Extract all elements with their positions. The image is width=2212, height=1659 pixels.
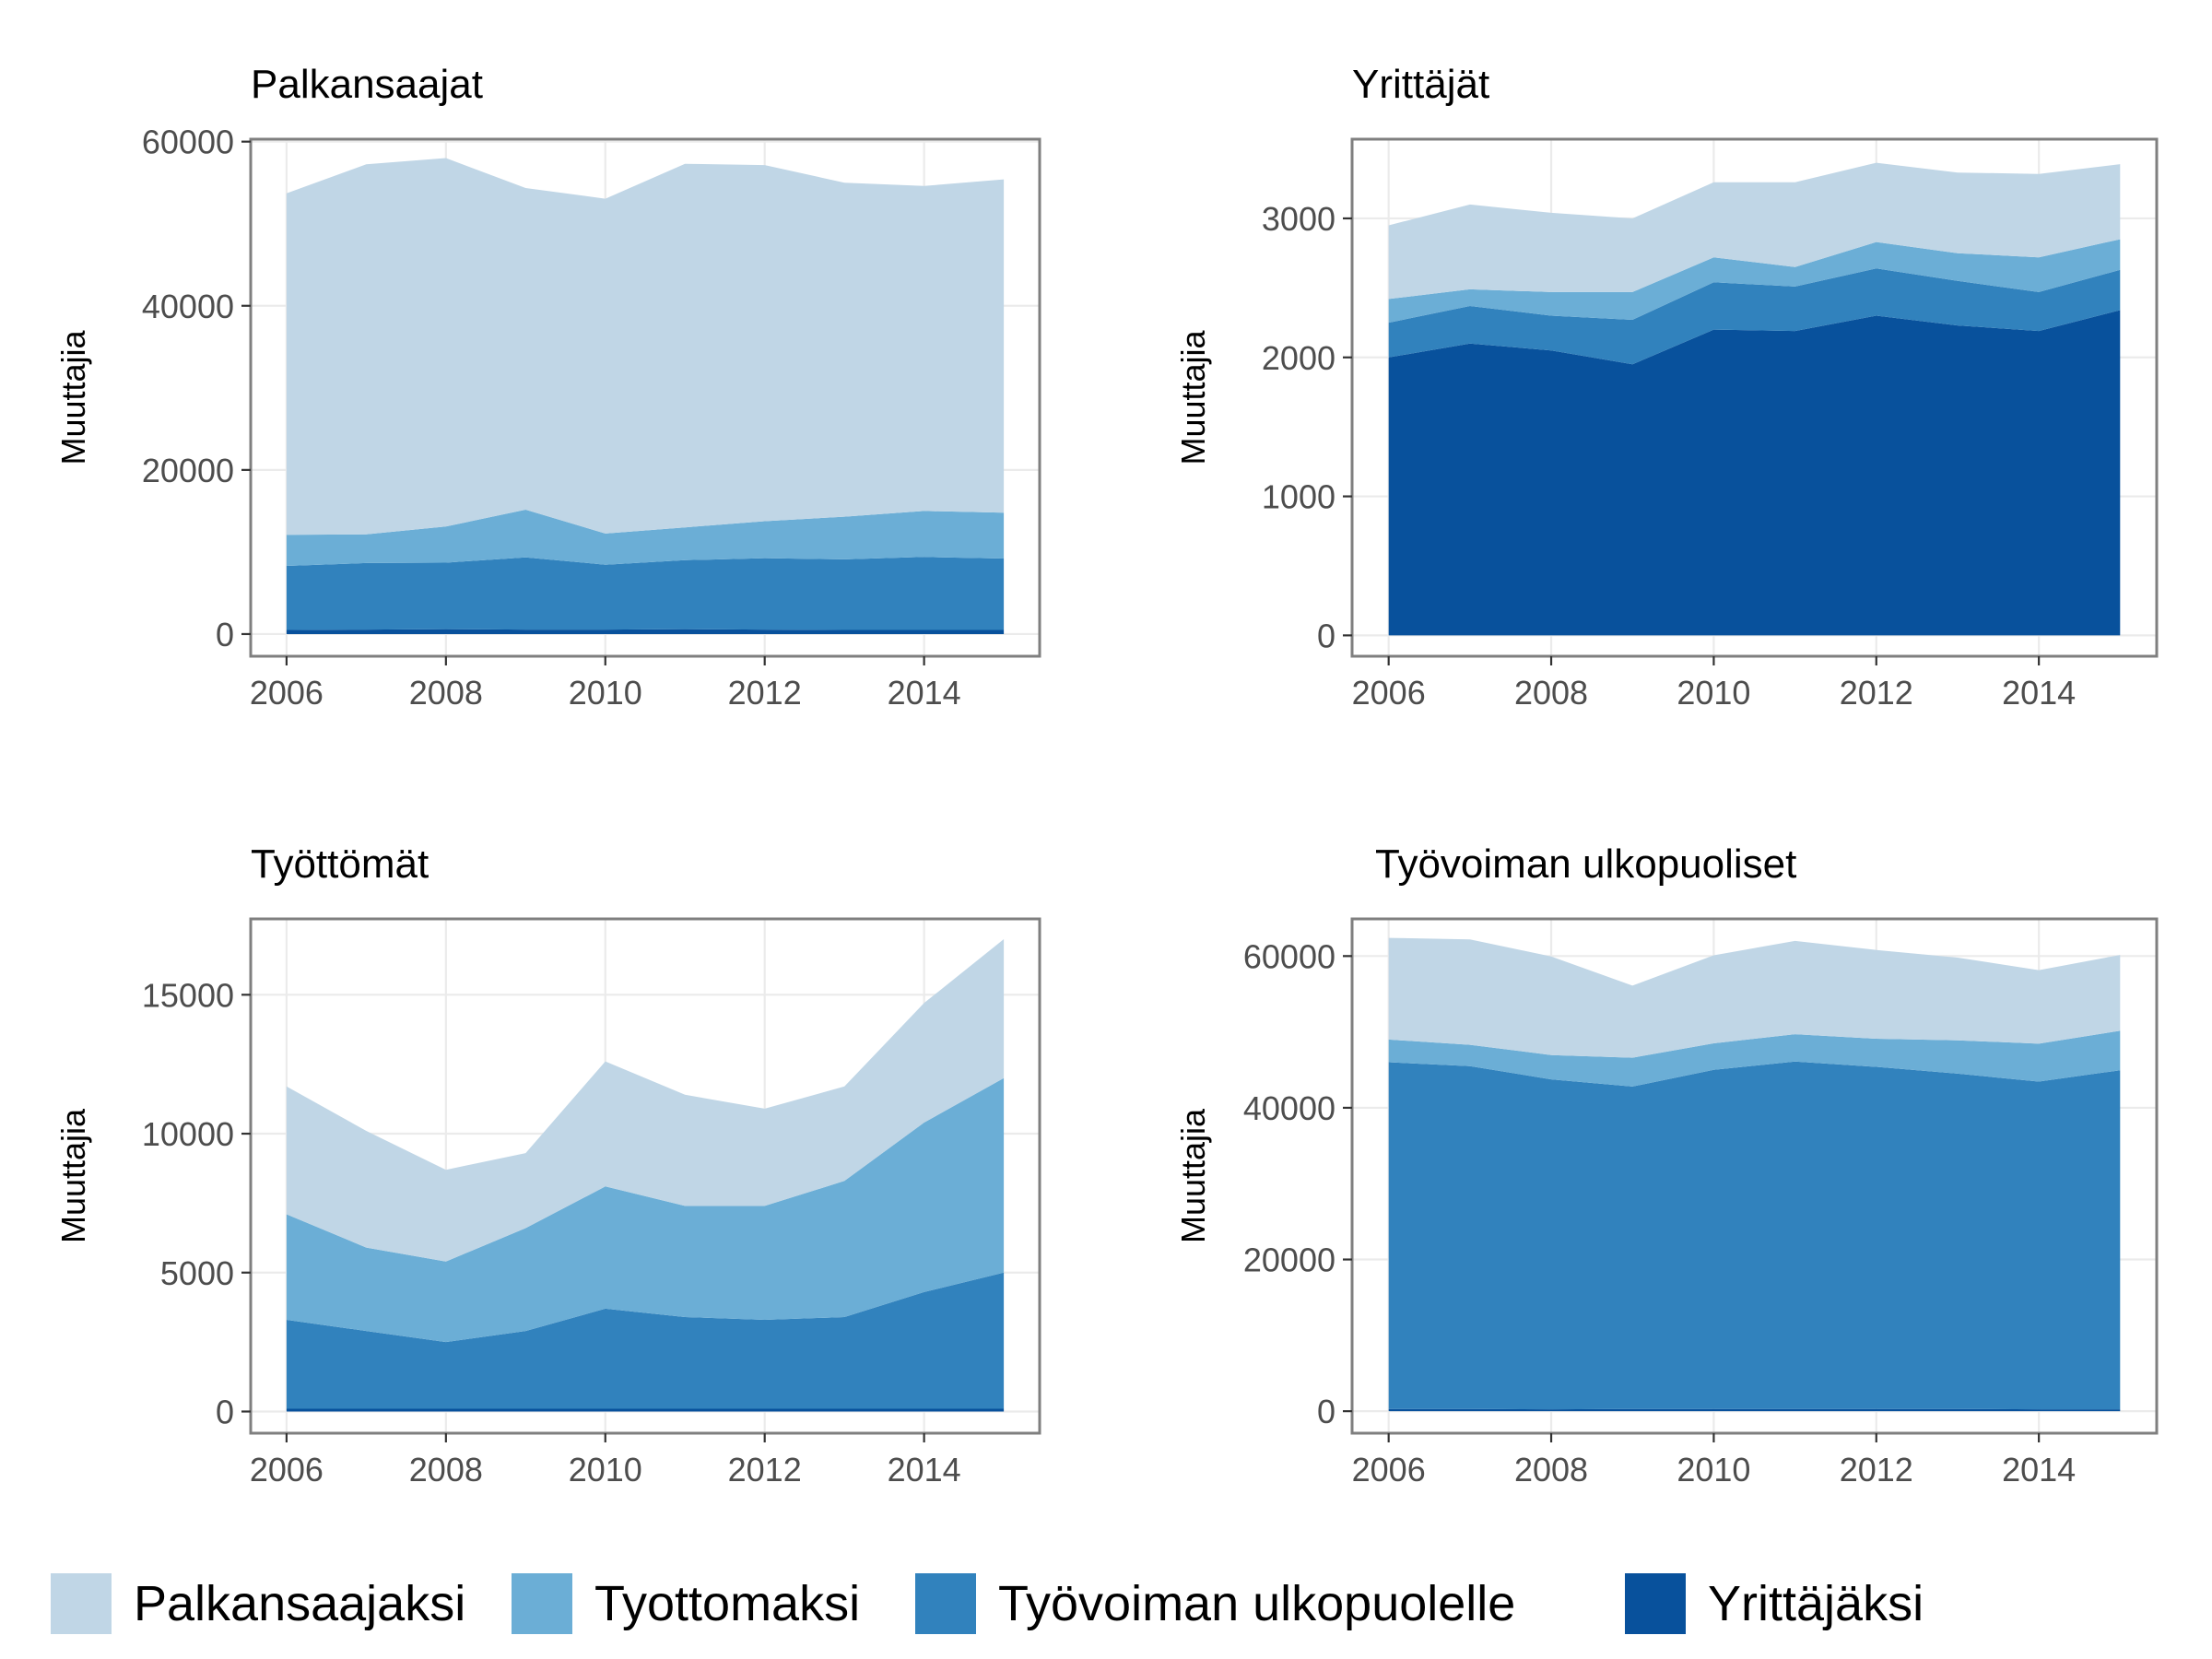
legend-key-tyottomaksi (512, 1573, 572, 1634)
y-tick-label: 20000 (1243, 1241, 1335, 1279)
area-tyottomaksi (286, 510, 1005, 566)
legend-item-palkansaajaksi: Palkansaajaksi (51, 1567, 465, 1641)
y-tick-label: 15000 (142, 976, 234, 1014)
area-tyottomaksi (286, 1077, 1005, 1343)
area-tyovoiman-ulkopuolelle (1388, 1061, 2121, 1410)
legend-key-tyovoiman-ulkopuolelle (915, 1573, 976, 1634)
y-tick-label: 40000 (1243, 1089, 1335, 1127)
y-axis-title: Muuttajia (1174, 1108, 1212, 1243)
x-tick-label: 2014 (888, 1451, 961, 1488)
y-tick-label: 60000 (1243, 937, 1335, 975)
x-tick-label: 2006 (250, 674, 324, 712)
panel-title: Palkansaajat (251, 62, 483, 107)
y-tick-label: 1000 (1262, 478, 1335, 516)
x-tick-label: 2010 (569, 1451, 642, 1488)
panel-title: Työttömät (251, 841, 429, 887)
y-tick-label: 3000 (1262, 200, 1335, 238)
legend-label-palkansaajaksi: Palkansaajaksi (134, 1576, 466, 1631)
x-tick-label: 2012 (728, 674, 802, 712)
y-tick-label: 0 (1317, 617, 1335, 654)
area-yrittajaksi (286, 1408, 1005, 1412)
x-tick-label: 2008 (409, 1451, 483, 1488)
y-tick-label: 60000 (142, 124, 234, 161)
area-palkansaajaksi (1388, 162, 2121, 300)
y-tick-label: 0 (216, 616, 234, 653)
area-palkansaajaksi (1388, 937, 2121, 1058)
panel-tyovoiman-ulkopuoliset: 2006 2008 2010 2012 2014 0 20000 40000 60000 Työv… (1174, 841, 2159, 1488)
x-tick-label: 2012 (728, 1451, 802, 1488)
x-tick-label: 2014 (2002, 1451, 2076, 1488)
legend-item-tyottomaksi: Tyottomaksi (512, 1567, 860, 1641)
x-tick-label: 2010 (1677, 674, 1750, 712)
panel-yrittajat: 2006 2008 2010 2012 2014 0 1000 2000 3000 Yrittäj… (1174, 62, 2159, 712)
y-tick-label: 5000 (160, 1254, 234, 1292)
panel-border (1350, 917, 2159, 1435)
y-tick-label: 2000 (1262, 339, 1335, 377)
legend-item-yrittajaksi: Yrittäjäksi (1625, 1567, 1924, 1641)
y-tick-label: 20000 (142, 452, 234, 489)
x-tick-label: 2006 (250, 1451, 324, 1488)
area-tyottomaksi (1388, 239, 2121, 324)
legend-item-tyovoiman-ulkopuolelle: Työvoiman ulkopuolelle (915, 1567, 1515, 1641)
y-tick-label: 10000 (142, 1115, 234, 1153)
panel-tyottomat: 2006 2008 2010 2012 2014 0 5000 10000 15000 Tyött… (54, 841, 1041, 1488)
legend-key-palkansaajaksi (51, 1573, 112, 1634)
y-tick-label: 0 (1317, 1393, 1335, 1430)
y-axis-title: Muuttajia (1174, 329, 1212, 465)
panel-title: Yrittäjät (1352, 62, 1489, 107)
x-tick-label: 2006 (1352, 1451, 1426, 1488)
x-tick-label: 2008 (1514, 674, 1588, 712)
panel-border (249, 137, 1041, 658)
panel-border (1350, 137, 2159, 658)
x-tick-label: 2008 (409, 674, 483, 712)
x-tick-label: 2010 (1677, 1451, 1750, 1488)
area-yrittajaksi (286, 629, 1005, 634)
y-tick-label: 0 (216, 1393, 234, 1430)
x-tick-label: 2012 (1840, 674, 1913, 712)
x-tick-label: 2012 (1840, 1451, 1913, 1488)
area-tyovoiman-ulkopuolelle (286, 557, 1005, 630)
area-palkansaajaksi (286, 939, 1005, 1262)
x-tick-label: 2014 (2002, 674, 2076, 712)
area-tyottomaksi (1388, 1030, 2121, 1087)
panel-title: Työvoiman ulkopuoliset (1375, 841, 1796, 887)
x-tick-label: 2010 (569, 674, 642, 712)
panel-border (249, 917, 1041, 1435)
x-tick-label: 2008 (1514, 1451, 1588, 1488)
panel-palkansaajat: 2006 2008 2010 2012 2014 0 20000 40000 60000 Palk… (54, 62, 1041, 712)
y-axis-title: Muuttajia (54, 1108, 92, 1243)
legend: Palkansaajaksi Tyottomaksi Työvoiman ulk… (0, 1567, 2212, 1641)
x-tick-label: 2006 (1352, 674, 1426, 712)
area-palkansaajaksi (286, 158, 1005, 535)
legend-label-tyovoiman-ulkopuolelle: Työvoiman ulkopuolelle (998, 1576, 1516, 1631)
area-tyovoiman-ulkopuolelle (286, 1272, 1005, 1409)
legend-label-tyottomaksi: Tyottomaksi (594, 1576, 861, 1631)
area-yrittajaksi (1388, 1408, 2121, 1412)
legend-label-yrittajaksi: Yrittäjäksi (1708, 1576, 1924, 1631)
y-tick-label: 40000 (142, 288, 234, 325)
legend-key-yrittajaksi (1625, 1573, 1686, 1634)
x-tick-label: 2014 (888, 674, 961, 712)
area-tyovoiman-ulkopuolelle (1388, 268, 2121, 365)
area-yrittajaksi (1388, 310, 2121, 636)
y-axis-title: Muuttajia (54, 329, 92, 465)
